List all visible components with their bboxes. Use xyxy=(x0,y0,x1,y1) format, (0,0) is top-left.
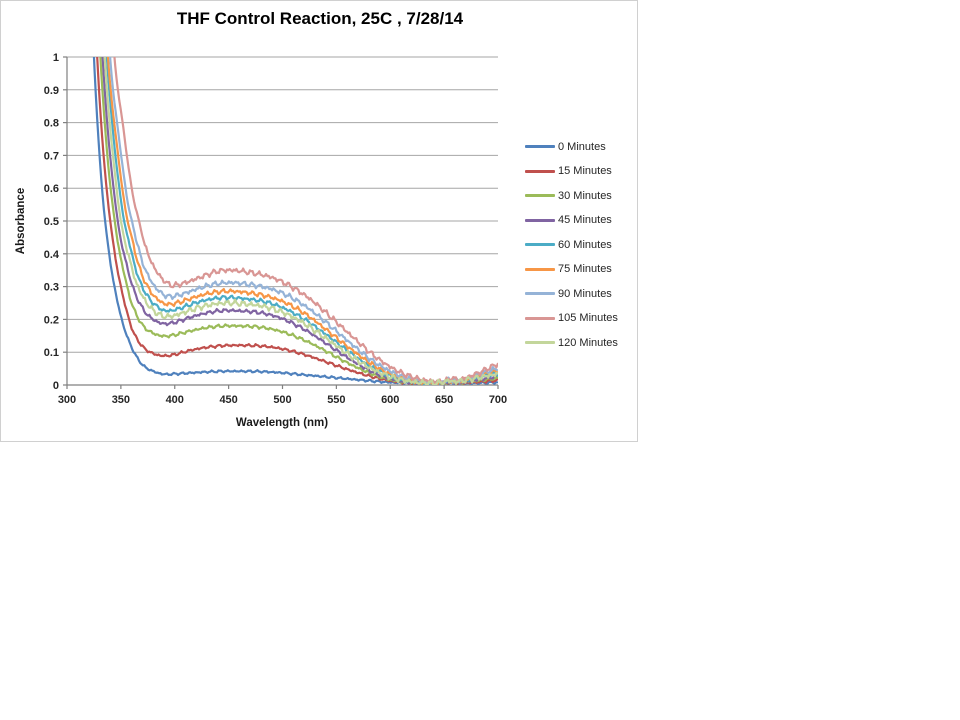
y-axis-title[interactable]: Absorbance xyxy=(15,187,27,255)
x-tick-label: 350 xyxy=(112,394,130,406)
y-tick-label: 0.2 xyxy=(44,314,59,326)
series-line[interactable] xyxy=(86,1,498,385)
legend-item[interactable]: 60 Minutes xyxy=(525,238,618,251)
legend-swatch-icon xyxy=(525,218,555,222)
y-tick-label: 0.7 xyxy=(44,150,59,162)
legend-label: 45 Minutes xyxy=(558,214,612,226)
legend-label: 75 Minutes xyxy=(558,263,612,275)
legend-swatch-icon xyxy=(525,169,555,173)
x-tick-label: 450 xyxy=(219,394,237,406)
series-line[interactable] xyxy=(89,1,498,385)
legend-swatch-icon xyxy=(525,145,555,148)
legend-swatch-icon xyxy=(525,243,555,246)
y-tick-label: 0.8 xyxy=(44,118,59,130)
x-axis-title[interactable]: Wavelength (nm) xyxy=(235,417,329,429)
legend-label: 0 Minutes xyxy=(558,140,606,153)
legend-item[interactable]: 75 Minutes xyxy=(525,263,618,276)
legend-item[interactable]: 120 Minutes xyxy=(525,336,618,349)
chart-title[interactable]: THF Control Reaction, 25C , 7/28/14 xyxy=(176,9,464,28)
y-tick-label: 0.9 xyxy=(44,85,59,97)
y-tick-label: 0.1 xyxy=(44,347,59,359)
x-tick-label: 600 xyxy=(381,394,399,406)
series-line[interactable] xyxy=(91,1,498,385)
plot-area[interactable]: 0 0.1 0.2 0.3 0.4 0.5 0.6 0.7 0.8 0.9 1 300 350 400 45… xyxy=(1,1,639,443)
legend-swatch-icon xyxy=(525,292,555,295)
y-tick-label: 0.5 xyxy=(44,216,59,228)
legend-item[interactable]: 105 Minutes xyxy=(525,312,618,325)
x-tick-label: 300 xyxy=(58,394,76,406)
series-line[interactable] xyxy=(93,1,498,385)
legend-swatch-icon xyxy=(525,267,555,271)
legend-item[interactable]: 90 Minutes xyxy=(525,287,618,300)
x-tick-label: 550 xyxy=(327,394,345,406)
legend-item[interactable]: 0 Minutes xyxy=(525,140,618,153)
series-line[interactable] xyxy=(95,1,498,385)
x-tick-label: 500 xyxy=(273,394,291,406)
x-tick-label: 400 xyxy=(166,394,184,406)
legend-label: 90 Minutes xyxy=(558,287,612,300)
legend-swatch-icon xyxy=(525,194,555,197)
legend-swatch-icon xyxy=(525,341,555,344)
chart-container[interactable]: THF Control Reaction, 25C , 7/28/14 0 0.1… xyxy=(0,0,638,442)
legend-label: 105 Minutes xyxy=(558,312,618,324)
y-tick-label: 0.4 xyxy=(44,249,60,261)
y-tick-label: 1 xyxy=(53,52,59,64)
y-tick-label: 0 xyxy=(53,380,59,392)
y-tick-label: 0.6 xyxy=(44,183,59,195)
y-tick-label: 0.3 xyxy=(44,282,59,294)
legend-swatch-icon xyxy=(525,316,555,320)
legend-label: 15 Minutes xyxy=(558,165,612,177)
legend-label: 30 Minutes xyxy=(558,189,612,202)
legend-item[interactable]: 45 Minutes xyxy=(525,214,618,227)
x-tick-label: 650 xyxy=(435,394,453,406)
x-tick-label: 700 xyxy=(489,394,507,406)
legend-label: 60 Minutes xyxy=(558,238,612,251)
legend-item[interactable]: 15 Minutes xyxy=(525,165,618,178)
legend-item[interactable]: 30 Minutes xyxy=(525,189,618,202)
chart-legend[interactable]: 0 Minutes 15 Minutes 30 Minutes 45 Minutes 6… xyxy=(525,140,618,349)
legend-label: 120 Minutes xyxy=(558,336,618,349)
